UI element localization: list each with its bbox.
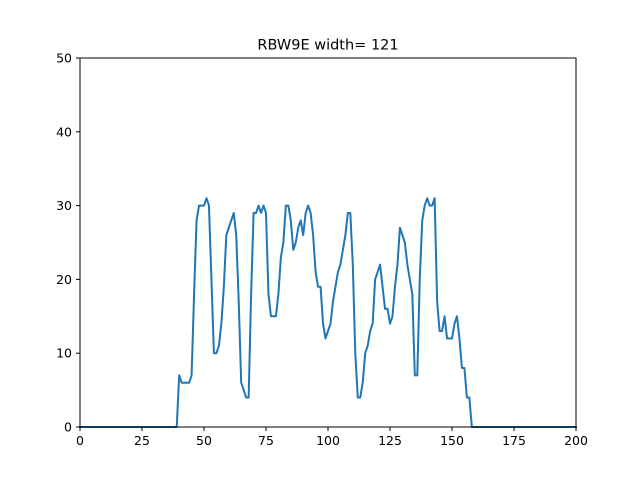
x-tick-label: 175 xyxy=(502,433,526,448)
y-tick-label: 10 xyxy=(56,346,72,361)
x-tick-label: 0 xyxy=(76,433,84,448)
x-tick-label: 75 xyxy=(258,433,274,448)
y-tick-label: 40 xyxy=(56,124,72,139)
x-axis: 0 25 50 75 100 125 150 175 200 xyxy=(76,427,588,448)
y-tick-label: 50 xyxy=(56,51,72,66)
y-tick-label: 30 xyxy=(56,198,72,213)
y-axis: 0 10 20 30 40 50 xyxy=(56,51,80,435)
chart-title: RBW9E width= 121 xyxy=(257,38,398,54)
y-tick-label: 20 xyxy=(56,272,72,287)
x-tick-label: 125 xyxy=(378,433,402,448)
x-tick-label: 50 xyxy=(196,433,212,448)
x-tick-label: 100 xyxy=(316,433,340,448)
series-line xyxy=(79,197,577,428)
x-tick-label: 150 xyxy=(440,433,464,448)
x-tick-label: 25 xyxy=(134,433,150,448)
x-tick-label: 200 xyxy=(564,433,588,448)
y-tick-label: 0 xyxy=(64,420,72,435)
